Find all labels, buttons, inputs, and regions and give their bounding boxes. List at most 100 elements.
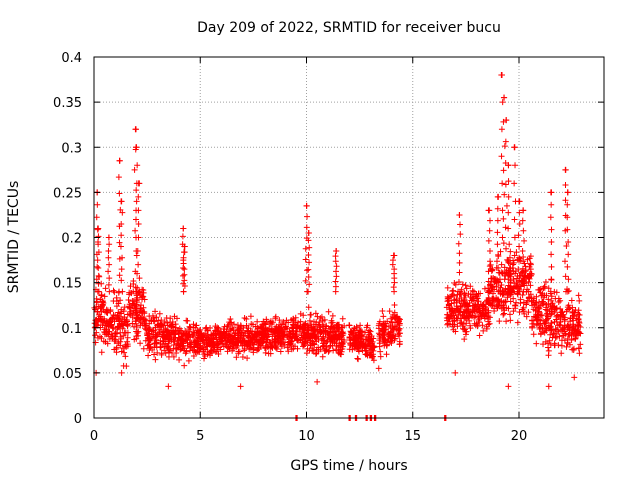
data-point (555, 328, 562, 335)
data-point (207, 350, 214, 357)
data-point (451, 296, 458, 303)
data-point (307, 311, 314, 318)
data-point (548, 293, 555, 300)
data-point (485, 278, 492, 285)
data-point (163, 335, 170, 342)
data-point (564, 288, 571, 295)
data-point (475, 306, 482, 313)
data-point (458, 298, 465, 305)
data-point (268, 326, 275, 333)
data-point (134, 248, 141, 255)
data-point (368, 352, 375, 359)
data-point (499, 72, 505, 79)
data-point (511, 234, 518, 241)
data-point (542, 278, 549, 285)
data-point (455, 279, 462, 286)
data-point (134, 270, 141, 277)
data-point (555, 342, 562, 349)
data-point (558, 337, 565, 344)
data-point (479, 302, 486, 309)
data-point (109, 324, 116, 331)
data-point (362, 351, 369, 358)
data-point (515, 277, 522, 284)
data-point (575, 307, 582, 314)
data-point (467, 325, 474, 332)
data-point (564, 340, 571, 347)
data-point (181, 362, 188, 369)
data-point (444, 284, 451, 291)
data-point (525, 294, 532, 301)
data-point (133, 335, 140, 342)
data-point (258, 335, 265, 342)
data-point (498, 153, 505, 160)
data-point (95, 249, 102, 256)
data-point (501, 143, 508, 150)
data-point (170, 353, 177, 360)
data-point (93, 299, 100, 306)
data-point (539, 317, 546, 324)
data-point (493, 258, 500, 265)
data-point (463, 328, 470, 335)
data-point (476, 332, 483, 339)
data-point (108, 315, 115, 322)
data-point (461, 291, 468, 298)
data-point (241, 342, 248, 349)
data-point (209, 342, 216, 349)
data-point (381, 322, 388, 329)
data-point (533, 322, 540, 329)
data-point (336, 336, 343, 343)
data-point (181, 277, 188, 284)
data-point (306, 317, 313, 324)
data-point (306, 244, 313, 251)
data-point (511, 216, 518, 223)
data-point (153, 332, 160, 339)
data-point (537, 331, 544, 338)
data-point (393, 324, 400, 331)
data-point (501, 94, 508, 101)
data-point (306, 259, 313, 266)
data-point (95, 315, 102, 322)
data-point (452, 369, 459, 376)
data-point (556, 321, 563, 328)
data-point (116, 239, 123, 246)
data-point (272, 313, 279, 320)
data-point (519, 278, 526, 285)
data-point (558, 327, 565, 334)
data-point (528, 270, 535, 277)
data-point (495, 264, 502, 271)
data-point (132, 126, 139, 133)
data-point (548, 326, 555, 333)
data-point (575, 323, 582, 330)
data-point (314, 378, 321, 385)
data-point (571, 374, 578, 381)
data-point (551, 340, 558, 347)
x-tick-label: 15 (404, 429, 421, 444)
data-point (571, 328, 578, 335)
data-point (444, 311, 451, 318)
y-axis-label: SRMTID / TECUs (6, 181, 22, 294)
data-point (215, 340, 222, 347)
data-point (487, 217, 494, 224)
data-point (211, 327, 218, 334)
data-point (521, 310, 528, 317)
data-point (134, 329, 141, 336)
data-point (153, 314, 160, 321)
data-point (312, 351, 319, 358)
data-point (252, 332, 259, 339)
y-tick-label: 0.1 (61, 322, 82, 337)
data-point (551, 330, 558, 337)
data-point (570, 346, 577, 353)
data-point (469, 287, 476, 294)
data-point (292, 330, 299, 337)
data-point (366, 327, 373, 334)
data-point (554, 312, 561, 319)
data-point (375, 365, 382, 372)
data-point (323, 322, 330, 329)
data-point (500, 302, 507, 309)
data-point (248, 330, 255, 337)
data-point (207, 338, 214, 345)
data-point (457, 320, 464, 327)
data-point (101, 317, 108, 324)
data-point (272, 340, 279, 347)
data-point (547, 189, 554, 196)
